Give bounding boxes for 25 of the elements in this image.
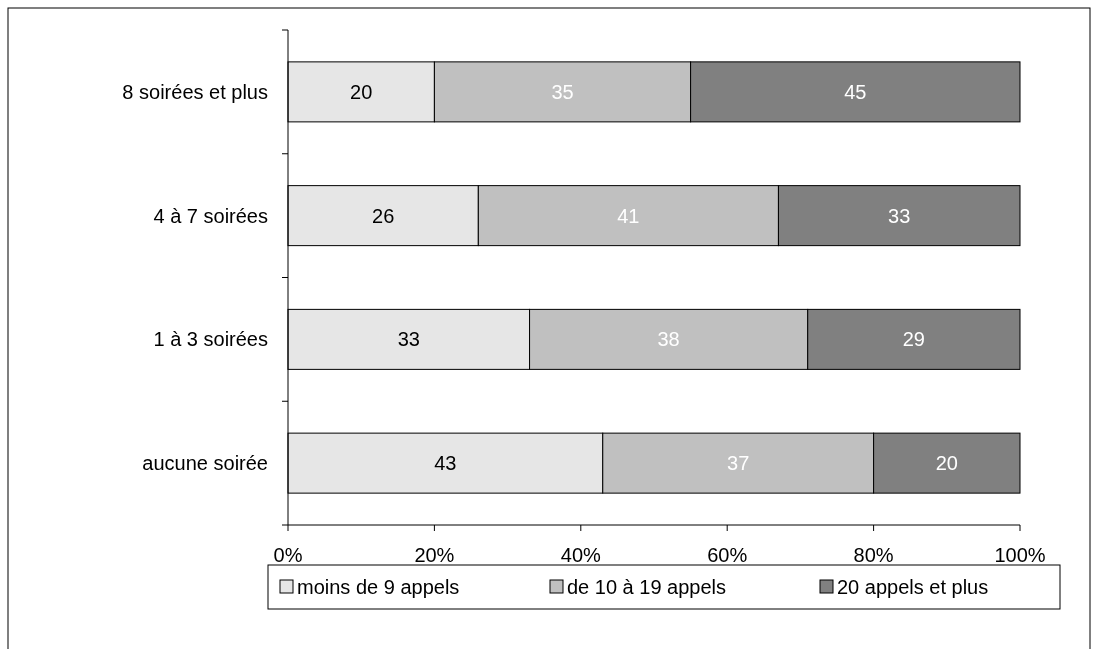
data-label: 43: [434, 452, 457, 475]
data-label: 33: [397, 328, 420, 351]
legend-label: 20 appels et plus: [837, 576, 989, 598]
y-tick-label: 4 à 7 soirées: [153, 204, 268, 227]
data-label: 26: [372, 204, 395, 227]
x-tick-label: 40%: [560, 544, 602, 566]
y-tick-label: 8 soirées et plus: [122, 80, 268, 103]
legend-label: moins de 9 appels: [297, 576, 460, 598]
x-tick-label: 20%: [414, 544, 455, 566]
data-label: 29: [902, 328, 925, 351]
y-tick-label: aucune soirée: [142, 452, 268, 475]
y-tick-label: 1 à 3 soirées: [153, 328, 268, 351]
data-label: 37: [727, 452, 750, 475]
data-label: 20: [935, 452, 958, 475]
data-label: 45: [844, 80, 867, 103]
x-tick-label: 100%: [994, 544, 1046, 566]
data-label: 41: [617, 204, 640, 227]
legend-label: de 10 à 19 appels: [567, 576, 727, 598]
data-label: 35: [551, 80, 574, 103]
x-tick-label: 60%: [707, 544, 748, 566]
data-label: 20: [350, 80, 373, 103]
data-label: 33: [888, 204, 911, 227]
x-tick-label: 0%: [273, 544, 303, 566]
data-label: 38: [657, 328, 680, 351]
x-tick-label: 80%: [853, 544, 894, 566]
